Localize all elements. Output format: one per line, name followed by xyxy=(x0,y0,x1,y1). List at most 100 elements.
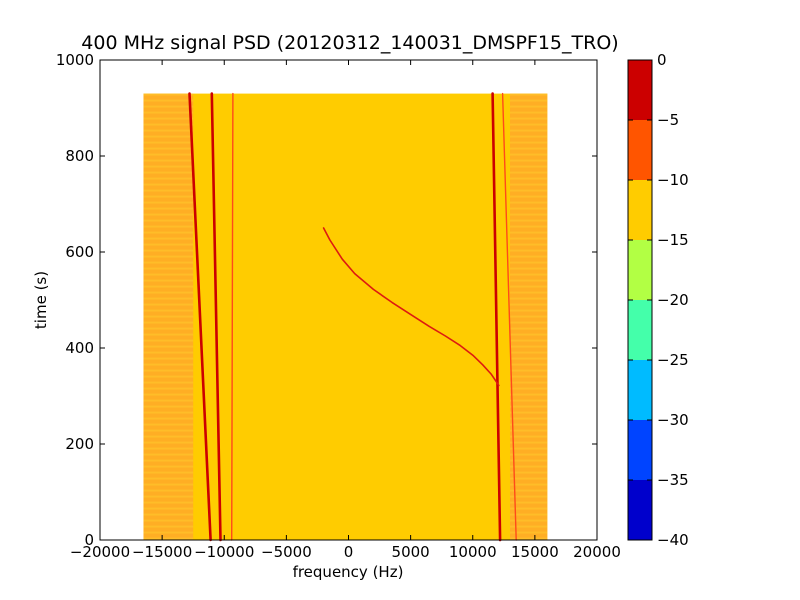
edge-noise-stripe xyxy=(510,471,548,474)
spectrogram-image xyxy=(143,92,548,542)
edge-noise-stripe xyxy=(510,357,548,360)
edge-noise-stripe xyxy=(510,243,548,246)
edge-noise-stripe xyxy=(143,321,194,324)
edge-noise-stripe xyxy=(143,213,194,216)
colorbar-band xyxy=(628,240,652,300)
colorbar-band xyxy=(628,120,652,180)
edge-noise-stripe xyxy=(143,207,194,210)
edge-noise-stripe xyxy=(143,201,194,204)
x-tick-label: 15000 xyxy=(511,543,559,561)
edge-noise-stripe xyxy=(510,393,548,396)
edge-noise-stripe xyxy=(510,135,548,138)
colorbar-tick-label: 0 xyxy=(657,51,667,69)
edge-noise-stripe xyxy=(143,519,194,522)
chart-title: 400 MHz signal PSD (20120312_140031_DMSP… xyxy=(81,32,618,54)
edge-noise-stripe xyxy=(143,129,194,132)
edge-noise-stripe xyxy=(510,501,548,504)
edge-noise-stripe xyxy=(143,447,194,450)
edge-noise-stripe xyxy=(510,315,548,318)
x-axis: −20000 −15000 −10000 −5000 0 5000 10000 15000 20… xyxy=(70,60,621,561)
edge-noise-stripe xyxy=(510,375,548,378)
edge-noise-stripe xyxy=(510,273,548,276)
x-tick-label: 5000 xyxy=(392,543,430,561)
edge-noise-stripe xyxy=(143,537,194,540)
edge-noise-stripe xyxy=(143,255,194,258)
edge-noise-stripe xyxy=(143,99,194,102)
edge-noise-stripe xyxy=(510,321,548,324)
edge-noise-stripe xyxy=(143,183,194,186)
edge-noise-stripe xyxy=(143,507,194,510)
edge-noise-stripe xyxy=(143,297,194,300)
y-axis: 0 200 400 600 800 1000 xyxy=(56,51,597,549)
colorbar-tick-label: −30 xyxy=(657,411,689,429)
edge-noise-stripe xyxy=(143,465,194,468)
x-axis-label: frequency (Hz) xyxy=(293,563,404,581)
edge-noise-stripe xyxy=(510,411,548,414)
y-tick-label: 1000 xyxy=(56,51,94,69)
edge-noise-stripe xyxy=(510,417,548,420)
edge-noise-stripe xyxy=(143,309,194,312)
edge-noise-stripe xyxy=(510,171,548,174)
edge-noise-stripe xyxy=(143,345,194,348)
edge-noise-stripe xyxy=(143,531,194,534)
colorbar-tick-label: −20 xyxy=(657,291,689,309)
edge-noise-stripe xyxy=(510,111,548,114)
edge-noise-stripe xyxy=(143,303,194,306)
edge-noise-stripe xyxy=(510,141,548,144)
edge-noise-stripe xyxy=(510,153,548,156)
edge-noise-stripe xyxy=(143,291,194,294)
colorbar-band xyxy=(628,480,652,540)
edge-noise-stripe xyxy=(143,429,194,432)
right-faint-line xyxy=(501,92,517,541)
edge-noise-stripe xyxy=(510,429,548,432)
edge-noise-stripe xyxy=(510,327,548,330)
edge-noise-stripe xyxy=(510,165,548,168)
plot-area xyxy=(99,59,598,542)
edge-noise-stripe xyxy=(510,351,548,354)
edge-noise-stripe xyxy=(510,195,548,198)
edge-noise-stripe xyxy=(143,393,194,396)
edge-noise-stripe xyxy=(510,159,548,162)
colorbar-tick-label: −40 xyxy=(657,531,689,549)
edge-noise-stripe xyxy=(510,261,548,264)
edge-noise-stripe xyxy=(510,207,548,210)
edge-noise-stripe xyxy=(510,117,548,120)
left-faint-line xyxy=(230,92,234,541)
edge-noise-stripe xyxy=(510,189,548,192)
edge-noise-stripe xyxy=(510,459,548,462)
edge-noise-stripe xyxy=(510,285,548,288)
edge-noise-stripe xyxy=(143,471,194,474)
edge-noise-stripe xyxy=(143,369,194,372)
colorbar-tick-label: −5 xyxy=(657,111,679,129)
edge-noise-stripe xyxy=(143,285,194,288)
edge-noise-stripe xyxy=(510,387,548,390)
edge-noise-stripe xyxy=(510,267,548,270)
edge-noise-stripe xyxy=(143,147,194,150)
edge-noise-stripe xyxy=(143,333,194,336)
edge-noise-stripe xyxy=(510,495,548,498)
edge-noise-stripe xyxy=(510,465,548,468)
edge-noise-stripe xyxy=(143,225,194,228)
edge-noise-stripe xyxy=(143,189,194,192)
edge-noise-stripe xyxy=(510,447,548,450)
edge-noise-stripe xyxy=(143,231,194,234)
edge-noise-stripe xyxy=(143,357,194,360)
edge-noise-stripe xyxy=(510,303,548,306)
y-axis-label: time (s) xyxy=(32,271,50,329)
edge-noise-stripe xyxy=(510,291,548,294)
edge-noise-stripe xyxy=(510,441,548,444)
edge-noise-stripe xyxy=(143,135,194,138)
edge-noise-stripe xyxy=(510,99,548,102)
edge-noise-stripe xyxy=(143,375,194,378)
edge-noise-stripe xyxy=(143,261,194,264)
edge-noise-stripe xyxy=(143,171,194,174)
edge-noise-stripe xyxy=(143,117,194,120)
edge-noise-fill xyxy=(143,93,194,540)
edge-noise-stripe xyxy=(510,537,548,540)
edge-noise-stripe xyxy=(143,267,194,270)
edge-noise-stripe xyxy=(143,453,194,456)
edge-noise-stripe xyxy=(510,369,548,372)
edge-noise-stripe xyxy=(510,519,548,522)
edge-noise-stripe xyxy=(143,381,194,384)
